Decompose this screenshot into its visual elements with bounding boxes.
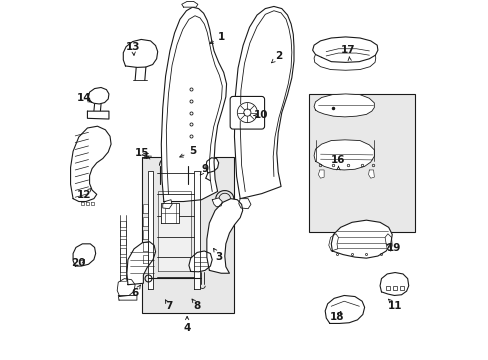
Polygon shape [117, 279, 135, 297]
Polygon shape [142, 217, 147, 226]
Polygon shape [212, 198, 222, 207]
Polygon shape [142, 242, 147, 251]
Polygon shape [318, 170, 324, 178]
Polygon shape [90, 202, 94, 205]
Polygon shape [142, 255, 147, 263]
Text: 6: 6 [131, 288, 139, 298]
Polygon shape [147, 171, 153, 289]
Text: 7: 7 [165, 301, 173, 311]
Polygon shape [126, 242, 155, 285]
Polygon shape [194, 171, 200, 289]
Text: 2: 2 [274, 51, 282, 61]
Text: 9: 9 [201, 164, 208, 174]
Polygon shape [85, 202, 89, 205]
Polygon shape [87, 111, 109, 119]
Polygon shape [123, 40, 158, 67]
Polygon shape [142, 204, 147, 213]
Polygon shape [81, 202, 84, 205]
Text: 12: 12 [77, 190, 91, 200]
Polygon shape [330, 220, 391, 258]
Polygon shape [325, 296, 364, 323]
FancyBboxPatch shape [308, 94, 414, 232]
Polygon shape [384, 234, 391, 251]
Polygon shape [70, 126, 111, 202]
Text: 5: 5 [188, 146, 196, 156]
Text: 1: 1 [217, 32, 224, 41]
Polygon shape [379, 273, 408, 296]
Text: 18: 18 [329, 312, 344, 322]
Text: 14: 14 [77, 93, 91, 103]
Text: 13: 13 [126, 42, 140, 52]
Text: 8: 8 [193, 301, 201, 311]
Polygon shape [118, 296, 137, 300]
Polygon shape [312, 37, 377, 62]
Text: 16: 16 [330, 155, 345, 165]
FancyBboxPatch shape [230, 96, 264, 129]
FancyBboxPatch shape [142, 157, 233, 313]
Polygon shape [206, 199, 242, 273]
Polygon shape [313, 94, 373, 117]
Polygon shape [182, 1, 198, 7]
Circle shape [237, 103, 257, 123]
Text: 4: 4 [183, 323, 190, 333]
Polygon shape [158, 191, 190, 271]
Polygon shape [328, 234, 338, 251]
Polygon shape [205, 158, 218, 173]
Text: 3: 3 [215, 252, 223, 262]
Text: 20: 20 [71, 258, 86, 268]
Polygon shape [368, 170, 373, 178]
Polygon shape [161, 7, 226, 202]
Polygon shape [73, 244, 96, 266]
Polygon shape [142, 230, 147, 239]
Polygon shape [163, 200, 172, 209]
Text: 17: 17 [341, 45, 355, 55]
Polygon shape [313, 140, 373, 170]
Polygon shape [238, 199, 250, 209]
Text: 15: 15 [135, 148, 149, 158]
Polygon shape [161, 203, 179, 223]
Polygon shape [188, 251, 212, 272]
Text: 10: 10 [253, 111, 267, 121]
Polygon shape [234, 6, 293, 199]
Polygon shape [88, 87, 109, 104]
Text: 19: 19 [386, 243, 401, 253]
Text: 11: 11 [387, 301, 402, 311]
